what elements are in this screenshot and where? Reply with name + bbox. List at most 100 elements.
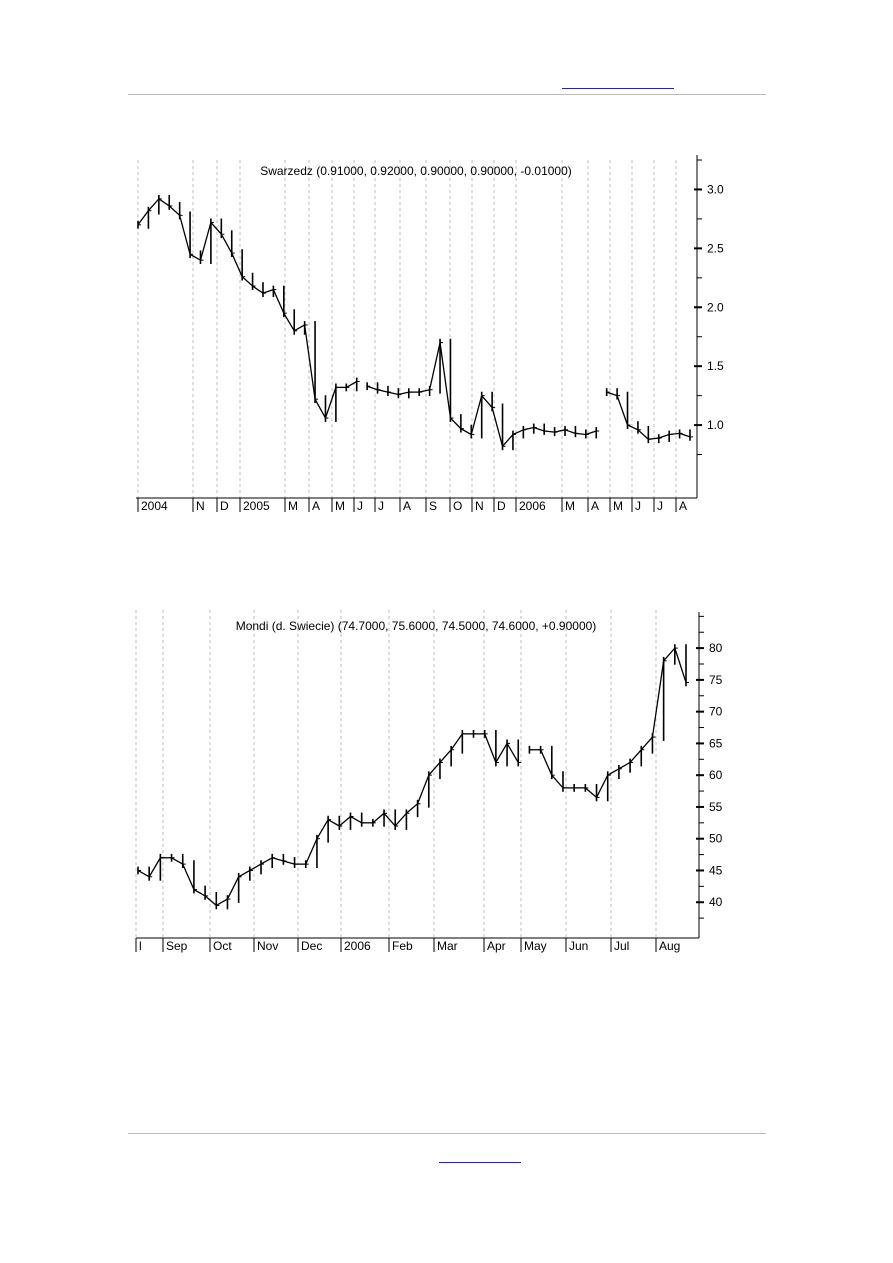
x-tick-label: A [591,499,599,513]
price-segment [366,385,378,391]
price-segment [663,647,676,662]
price-segment [182,863,195,890]
footer-link-underline[interactable] [439,1162,521,1163]
price-segment [350,815,362,824]
price-segment [540,749,553,776]
x-tick-label: S [429,499,437,513]
x-tick-label: M [288,499,298,513]
price-segment [512,429,524,436]
x-tick-label: 2004 [141,499,168,513]
x-tick-label: M [335,499,345,513]
price-segment [523,426,534,431]
price-segment [470,395,483,435]
x-tick-label: 2005 [243,499,270,513]
mondi-chart: 40 45 50 55 60 65 70 75 80 l Sep Oct Nov Dec 2006 Feb M… [135,610,723,953]
price-segment [204,895,217,906]
price-segment [618,761,631,770]
price-segment [314,398,327,419]
price-segment [658,433,670,439]
price-segment [674,647,687,683]
price-segment [669,432,680,436]
y-tick-label: 45 [709,863,723,877]
y-tick-label: 65 [709,736,723,750]
y-tick-label: 1.0 [707,418,724,432]
price-segment [241,276,254,287]
price-segment [305,838,318,865]
price-segment [439,749,452,763]
y-tick-label: 80 [709,641,723,655]
price-segment [324,387,337,419]
price-segment [640,736,653,751]
y-tick-label: 70 [709,705,723,719]
x-tick-label: N [196,499,205,513]
header-link-underline[interactable] [562,88,674,89]
price-segment [260,857,273,865]
price-segment [584,787,597,798]
price-segment [338,815,351,827]
x-tick-label: A [679,499,687,513]
x-tick-label: Sep [166,939,188,953]
price-segment [316,819,329,840]
price-segment [210,222,222,235]
y-tick-label: 2.5 [707,241,724,255]
price-segment [283,312,295,332]
x-tick-label: 2006 [344,939,371,953]
price-segment [303,324,316,400]
x-tick-label: Feb [392,939,413,953]
price-segment [272,289,285,314]
price-segment [238,869,251,878]
price-segment [398,391,409,396]
x-tick-label: Nov [257,939,278,953]
price-segment [345,380,358,388]
price-segment [179,215,191,255]
price-segment [377,389,389,393]
y-tick-label: 60 [709,768,723,782]
price-segment [585,430,597,436]
price-segment [137,869,150,878]
x-tick-label: J [635,499,641,513]
price-segment [252,285,264,294]
y-tick-label: 75 [709,673,723,687]
price-segment [189,253,201,261]
price-segment [491,407,504,447]
price-segment [394,812,407,827]
price-segment [627,424,639,431]
price-segment [439,342,452,419]
price-segment [484,733,497,763]
price-segment [405,803,419,814]
x-tick-label: Oct [213,939,232,953]
price-segment [387,391,399,396]
price-segment [637,429,649,440]
x-tick-label: D [220,499,229,513]
x-tick-label: Dec [301,939,322,953]
x-tick-label: Apr [487,939,506,953]
y-tick-label: 50 [709,832,723,846]
price-segment [651,660,665,738]
price-segment [679,432,691,438]
price-segment [575,432,586,436]
x-tick-label: O [453,499,462,513]
price-segment [595,774,609,798]
price-segment [171,857,184,865]
price-segment [137,210,149,226]
price-segment [428,342,441,390]
x-tick-label: A [403,499,411,513]
price-segment [262,288,274,294]
price-segment [148,857,161,878]
price-segment [272,857,284,862]
price-segment [372,812,385,824]
x-tick-label: Jun [569,939,588,953]
price-segment [648,437,659,440]
price-segment [215,898,228,906]
price-segment [607,768,620,776]
chart-title: Swarzedz (0.91000, 0.92000, 0.90000, 0.9… [260,164,572,178]
price-segment [220,233,233,254]
x-tick-label: N [475,499,484,513]
price-segment [554,429,566,433]
price-segment [502,434,514,447]
price-segment [544,430,555,433]
price-segment [193,888,206,897]
x-tick-label: J [657,499,663,513]
x-tick-label: l [139,939,142,953]
header-rule [128,94,766,95]
